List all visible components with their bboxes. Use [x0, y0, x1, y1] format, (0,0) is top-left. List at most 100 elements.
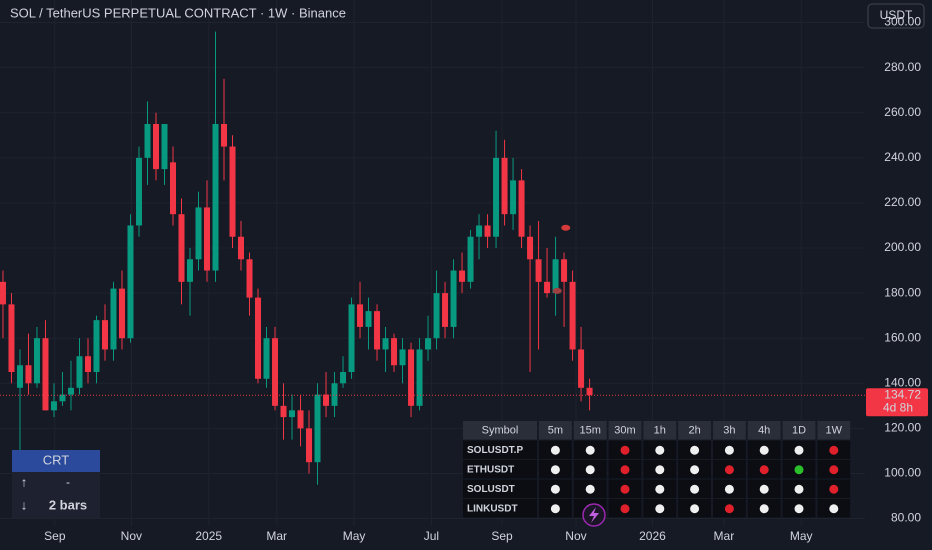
candle-body: [161, 124, 168, 170]
x-tick-label: Mar: [266, 529, 287, 543]
status-dot: [655, 484, 665, 494]
candle-body: [552, 259, 559, 294]
candle-body: [399, 349, 406, 366]
table-symbol: SOLUSDT: [467, 484, 515, 495]
candle-body: [246, 259, 253, 298]
status-dot: [550, 484, 560, 494]
status-dot: [550, 465, 560, 475]
candle-body: [518, 180, 525, 237]
candle-body: [50, 401, 57, 411]
crt-up-arrow: ↑: [21, 474, 28, 489]
status-dot: [655, 465, 665, 475]
candle-body: [365, 311, 372, 327]
y-tick-label: 180.00: [884, 285, 921, 299]
y-tick-label: 120.00: [884, 421, 921, 435]
status-dot: [759, 445, 769, 455]
candle-body: [204, 207, 211, 271]
candle-body: [561, 259, 568, 282]
candle-body: [408, 349, 415, 406]
candle-body: [544, 281, 551, 294]
x-tick-label: Mar: [714, 529, 735, 543]
candle-body: [467, 236, 474, 282]
table-header-cell: [463, 421, 537, 440]
candle-body: [510, 180, 517, 215]
candle-body: [340, 372, 347, 384]
candle-body: [255, 297, 262, 379]
table-header-label: 5m: [548, 425, 563, 437]
candle-body: [306, 428, 313, 463]
x-tick-label: Nov: [121, 529, 142, 543]
candle-body: [101, 320, 108, 350]
marker-dot: [552, 287, 562, 294]
candle-body: [578, 349, 585, 388]
status-dot: [585, 465, 595, 475]
last-price-label: 134.72: [884, 387, 921, 401]
table-header-cell: [643, 421, 677, 440]
candle-body: [127, 225, 134, 339]
y-tick-label: 200.00: [884, 240, 921, 254]
candle-body: [450, 270, 457, 327]
status-dot: [794, 465, 804, 475]
table-header-label: 1W: [826, 425, 843, 437]
status-dot: [829, 445, 839, 455]
x-tick-label: May: [343, 529, 366, 543]
candle-body: [135, 157, 142, 226]
table-cell: [463, 499, 537, 518]
candle-body: [289, 410, 296, 418]
chart-title: SOL / TetherUS PERPETUAL CONTRACT · 1W ·…: [10, 5, 346, 20]
candle-body: [8, 304, 15, 373]
table-symbol: LINKUSDT: [467, 503, 518, 514]
status-dot: [690, 484, 700, 494]
candle-body: [314, 394, 321, 463]
status-dot: [690, 445, 700, 455]
candle-body: [569, 281, 576, 350]
currency-button[interactable]: [867, 3, 925, 29]
last-price-box: [866, 388, 928, 417]
candle-body: [42, 338, 49, 411]
currency-label[interactable]: USDT: [880, 8, 913, 22]
candle-body: [238, 236, 245, 260]
candle-body: [178, 214, 185, 282]
candle-body: [476, 225, 483, 237]
candle-body: [93, 320, 100, 373]
candle-body: [16, 365, 23, 388]
crt-header: [12, 450, 100, 472]
status-dot: [585, 484, 595, 494]
status-dot: [724, 445, 734, 455]
candle-body: [535, 259, 542, 282]
status-dot: [794, 504, 804, 514]
candle-body: [501, 157, 508, 215]
status-dot: [829, 484, 839, 494]
table-header-cell: [608, 421, 642, 440]
candle-body: [195, 207, 202, 260]
x-tick-label: Sep: [491, 529, 513, 543]
status-dot: [829, 465, 839, 475]
status-dot: [620, 484, 630, 494]
candle-body: [67, 387, 74, 395]
status-dot: [724, 484, 734, 494]
table-cell: [463, 460, 537, 479]
status-dot: [620, 465, 630, 475]
status-dot: [550, 445, 560, 455]
candle-body: [25, 365, 32, 384]
marker-dot: [561, 224, 571, 231]
status-dot: [759, 465, 769, 475]
candle-body: [229, 146, 236, 237]
table-header-label: 30m: [614, 425, 635, 437]
status-dot: [759, 484, 769, 494]
table-header-label: 3h: [723, 425, 735, 437]
candle-body: [170, 162, 176, 215]
candle-body: [374, 311, 381, 350]
status-dot: [655, 504, 665, 514]
table-header-label: 4h: [758, 425, 770, 437]
y-tick-label: 260.00: [884, 105, 921, 119]
candle-body: [272, 338, 279, 406]
y-tick-label: 80.00: [891, 511, 921, 525]
y-tick-label: 240.00: [884, 150, 921, 164]
table-header-label: 15m: [579, 425, 600, 437]
x-tick-label: Sep: [44, 529, 66, 543]
y-tick-label: 220.00: [884, 195, 921, 209]
candle-body: [391, 338, 398, 366]
candle-body: [416, 349, 423, 406]
